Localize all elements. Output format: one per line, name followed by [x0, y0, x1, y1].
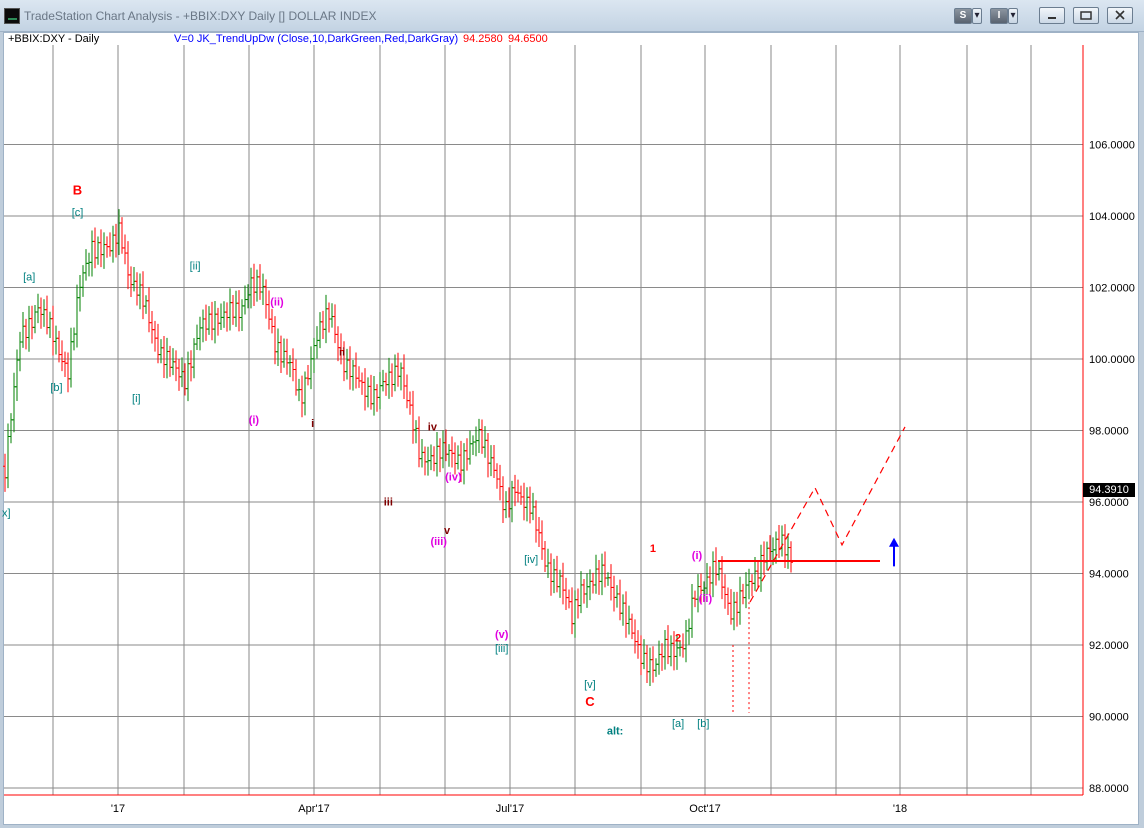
price-bars — [3, 209, 793, 686]
chevron-down-icon[interactable]: ▾ — [972, 8, 982, 24]
wave-label: v — [444, 525, 451, 537]
wave-label: [v] — [584, 679, 596, 691]
y-tick-label: 96.0000 — [1089, 497, 1129, 509]
wave-label: B — [73, 183, 82, 198]
symbol-label: +BBIX:DXY - Daily — [8, 33, 100, 45]
wave-label: (v) — [495, 629, 509, 641]
y-tick-label: 106.0000 — [1089, 140, 1135, 152]
wave-label: [b] — [697, 718, 709, 730]
wave-label: (iii) — [430, 536, 447, 548]
y-tick-label: 94.0000 — [1089, 569, 1129, 581]
wave-label: iii — [384, 497, 393, 509]
wave-label: (ii) — [270, 296, 284, 308]
indicator-label: V=0 JK_TrendUpDw (Close,10,DarkGreen,Red… — [174, 33, 459, 45]
y-tick-label: 92.0000 — [1089, 640, 1129, 652]
symbol-link-s-button[interactable]: S — [954, 8, 972, 24]
y-tick-label: 90.0000 — [1089, 712, 1129, 724]
y-tick-label: 100.0000 — [1089, 354, 1135, 366]
wave-label: [ii] — [190, 261, 201, 273]
wave-label: [i] — [132, 393, 141, 405]
close-icon — [1115, 10, 1125, 20]
wave-label-edge: x] — [2, 507, 11, 519]
title-bar: TradeStation Chart Analysis - +BBIX:DXY … — [0, 0, 1144, 32]
indicator-value-1: 94.2580 — [463, 33, 503, 45]
chart-grid — [4, 45, 1083, 795]
wave-label: alt: — [607, 725, 624, 737]
wave-label: [iv] — [524, 554, 538, 566]
wave-label: ii — [339, 346, 345, 358]
window-title: TradeStation Chart Analysis - +BBIX:DXY … — [24, 9, 377, 23]
y-tick-label: 98.0000 — [1089, 426, 1129, 438]
wave-label: [iii] — [495, 643, 508, 655]
app-icon — [4, 8, 20, 24]
x-tick-label: Apr'17 — [298, 803, 329, 815]
up-arrow-head — [889, 537, 899, 547]
wave-label: 2 — [675, 632, 681, 644]
wave-label: (i) — [692, 550, 703, 562]
wave-label: [a] — [672, 718, 684, 730]
wave-label: [a] — [23, 271, 35, 283]
x-tick-label: Jul'17 — [496, 803, 524, 815]
close-button[interactable] — [1107, 7, 1133, 24]
wave-label: iv — [428, 422, 438, 434]
wave-labels: B[c][a][b][i][ii](i)(ii)iiiiiiivv(iii)(i… — [2, 183, 712, 738]
wave-label: 1 — [650, 543, 656, 555]
wave-label: (i) — [249, 414, 260, 426]
x-tick-label: '17 — [111, 803, 125, 815]
minimize-icon — [1048, 17, 1056, 19]
chart-frame[interactable] — [3, 32, 1139, 825]
y-tick-label: 104.0000 — [1089, 211, 1135, 223]
minimize-button[interactable] — [1039, 7, 1065, 24]
restore-button[interactable] — [1073, 7, 1099, 24]
wave-label: (iv) — [445, 472, 462, 484]
wave-label: (ii) — [699, 593, 713, 605]
indicator-value-2: 94.6500 — [508, 33, 548, 45]
x-tick-label: '18 — [893, 803, 907, 815]
y-tick-label: 102.0000 — [1089, 283, 1135, 295]
annotation-lines — [718, 426, 906, 713]
wave-label: C — [585, 694, 595, 709]
x-tick-label: Oct'17 — [689, 803, 720, 815]
symbol-link-i-button[interactable]: I — [990, 8, 1008, 24]
projection-path — [749, 426, 906, 603]
restore-icon — [1080, 11, 1092, 20]
chart-axes: 88.0000 90.0000 92.0000 94.0000 96.0000 98.00… — [4, 45, 1135, 815]
chevron-down-icon[interactable]: ▾ — [1008, 8, 1018, 24]
last-price-marker: 94.3910 — [1083, 483, 1135, 497]
y-tick-label: 88.0000 — [1089, 783, 1129, 795]
wave-label: i — [311, 418, 314, 430]
wave-label: [b] — [50, 382, 62, 394]
wave-label: [c] — [72, 207, 84, 219]
